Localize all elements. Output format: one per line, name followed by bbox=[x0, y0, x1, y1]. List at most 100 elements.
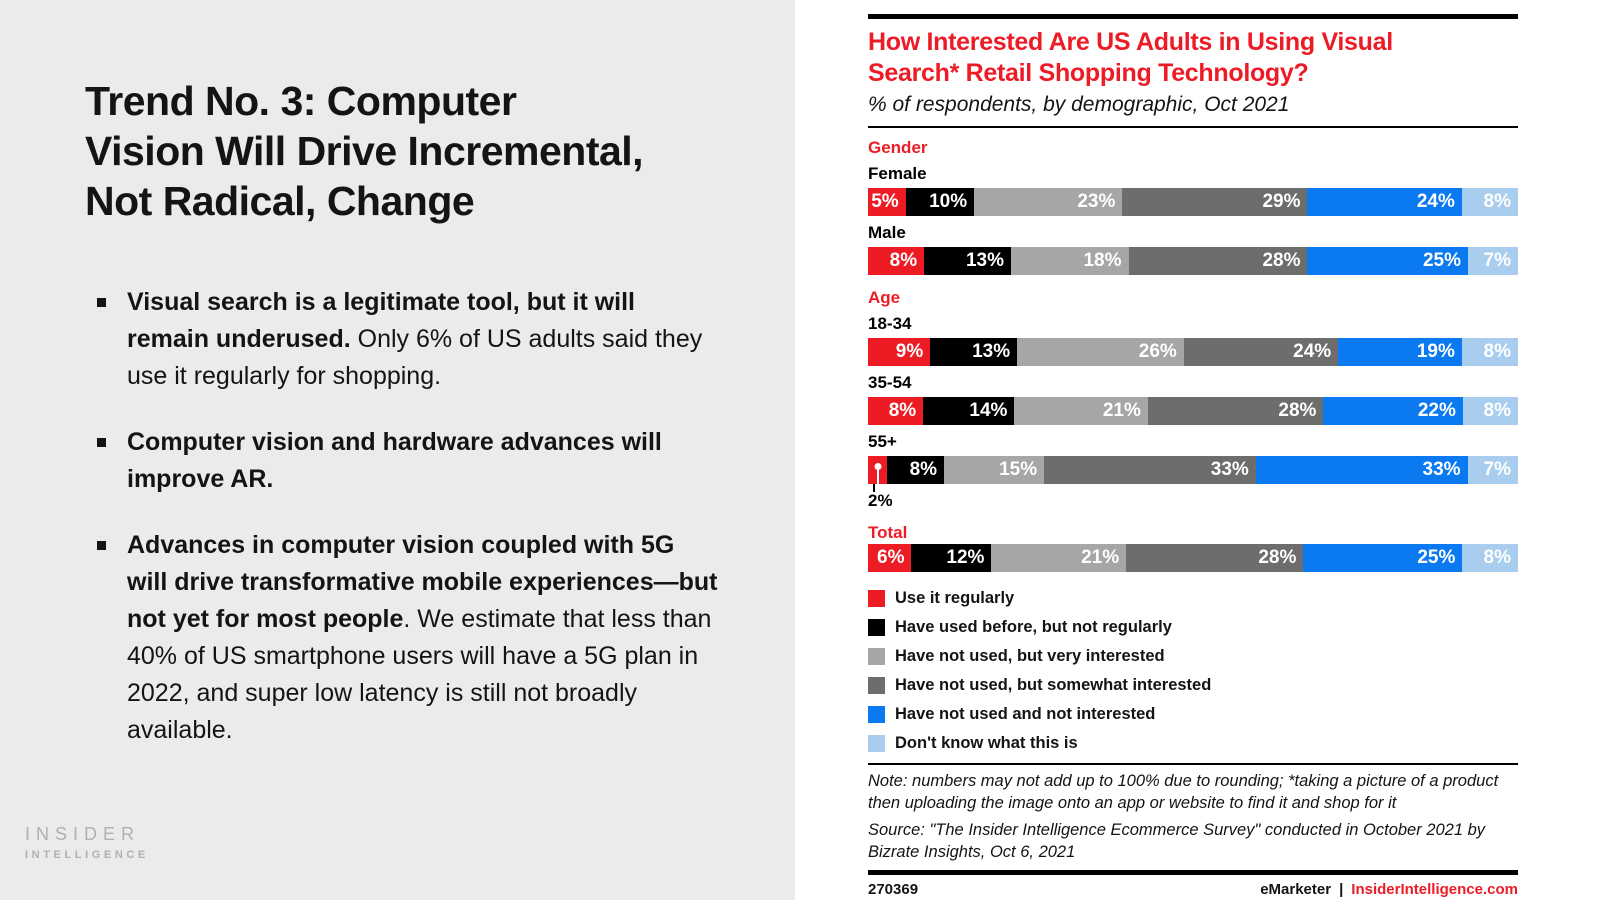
slide-title: Trend No. 3: Computer Vision Will Drive … bbox=[85, 76, 745, 226]
insider-intelligence-link[interactable]: InsiderIntelligence.com bbox=[1351, 881, 1518, 898]
legend-item: Have not used, but very interested bbox=[868, 647, 1518, 666]
note-divider-rule bbox=[868, 763, 1518, 765]
bar-segment: 13% bbox=[930, 338, 1018, 366]
bar-segment: 8% bbox=[1462, 397, 1518, 425]
legend-label: Use it regularly bbox=[895, 589, 1015, 607]
bar-row: Male 8% 13% 18% 28% 25% 7% bbox=[868, 223, 1518, 275]
bullet-item: Visual search is a legitimate tool, but … bbox=[95, 284, 720, 395]
group-label: Gender bbox=[868, 138, 928, 157]
logo-wordmark-bottom: INTELLIGENCE bbox=[25, 849, 149, 861]
bar-callout: 2% bbox=[868, 484, 1518, 510]
bar-segment: 28% bbox=[1147, 397, 1324, 425]
bar-segment: 7% bbox=[1468, 247, 1518, 275]
bar-row: 35-54 8% 14% 21% 28% 22% 8% bbox=[868, 373, 1518, 425]
legend-item: Have used before, but not regularly bbox=[868, 618, 1518, 637]
brand-line: eMarketer | InsiderIntelligence.com bbox=[1260, 881, 1518, 898]
stacked-bar: 6% 12% 21% 28% 25% 8% bbox=[868, 544, 1518, 572]
insider-intelligence-logo: INSIDER INTELLIGENCE bbox=[25, 824, 185, 861]
bullet-bold-text: Computer vision and hardware advances wi… bbox=[127, 428, 662, 493]
bar-segment: 26% bbox=[1017, 338, 1184, 366]
bar-segment: 8% bbox=[1461, 338, 1518, 366]
bar-segment: 10% bbox=[905, 188, 975, 216]
chart-card: How Interested Are US Adults in Using Vi… bbox=[868, 14, 1518, 898]
bar-segment: 8% bbox=[887, 456, 945, 484]
legend-label: Have used before, but not regularly bbox=[895, 618, 1172, 636]
legend-item: Don't know what this is bbox=[868, 734, 1518, 753]
callout-line bbox=[873, 484, 875, 492]
bar-segment: 5% bbox=[868, 188, 906, 216]
bar-row-label: Male bbox=[868, 223, 906, 242]
chart-body: Gender Female 5% 10% 23% 29% 24% 8% Male 8% 13% 18%… bbox=[868, 138, 1518, 572]
brand-separator: | bbox=[1339, 881, 1344, 898]
slide-title-line: Vision Will Drive Incremental, bbox=[85, 128, 644, 174]
bar-segment: 18% bbox=[1010, 247, 1129, 275]
legend-item: Have not used and not interested bbox=[868, 705, 1518, 724]
bullet-square-icon bbox=[97, 298, 106, 307]
bar-segment: 24% bbox=[1307, 188, 1462, 216]
logo-wordmark-top: INSIDER bbox=[25, 824, 141, 844]
bullet-rest-text: Only 6% of US adults said they use it re… bbox=[127, 325, 703, 390]
legend-swatch-icon bbox=[868, 648, 885, 665]
bar-row: 55+ 8% 15% 33% 33% 7% 2% bbox=[868, 432, 1518, 510]
bar-segment: 28% bbox=[1128, 247, 1308, 275]
legend-swatch-icon bbox=[868, 677, 885, 694]
bullet-item: Computer vision and hardware advances wi… bbox=[95, 424, 720, 498]
legend-item: Use it regularly bbox=[868, 589, 1518, 608]
bar-segment: 8% bbox=[868, 397, 924, 425]
slide-title-line: Not Radical, Change bbox=[85, 178, 475, 224]
legend-swatch-icon bbox=[868, 619, 885, 636]
bar-row: 18-34 9% 13% 26% 24% 19% 8% bbox=[868, 314, 1518, 366]
stacked-bar: 9% 13% 26% 24% 19% 8% bbox=[868, 338, 1518, 366]
bar-row-label: 18-34 bbox=[868, 314, 912, 333]
bar-segment: 28% bbox=[1126, 544, 1304, 572]
group-label: Age bbox=[868, 288, 901, 307]
bar-segment: 29% bbox=[1122, 188, 1308, 216]
legend-item: Have not used, but somewhat interested bbox=[868, 676, 1518, 695]
legend-label: Have not used, but somewhat interested bbox=[895, 676, 1212, 694]
bar-row-label: 55+ bbox=[868, 432, 897, 451]
bar-segment bbox=[868, 456, 888, 484]
bar-segment: 25% bbox=[1303, 544, 1463, 572]
callout-pin-stem bbox=[876, 468, 879, 484]
bar-segment: 9% bbox=[868, 338, 931, 366]
callout-pin-icon bbox=[874, 463, 882, 470]
legend-label: Have not used, but very interested bbox=[895, 647, 1165, 665]
bullet-item: Advances in computer vision coupled with… bbox=[95, 527, 720, 749]
slide-text-panel: Trend No. 3: Computer Vision Will Drive … bbox=[0, 0, 795, 900]
bar-segment: 25% bbox=[1307, 247, 1468, 275]
bar-segment: 21% bbox=[1014, 397, 1148, 425]
bullet-bold-text: Advances in computer vision coupled with… bbox=[127, 531, 718, 633]
legend-label: Don't know what this is bbox=[895, 734, 1078, 752]
bar-segment: 12% bbox=[911, 544, 992, 572]
bar-segment: 23% bbox=[974, 188, 1123, 216]
chart-id: 270369 bbox=[868, 881, 919, 898]
bar-row: Female 5% 10% 23% 29% 24% 8% bbox=[868, 164, 1518, 216]
chart-top-rule bbox=[868, 14, 1518, 19]
bar-segment: 14% bbox=[923, 397, 1015, 425]
stacked-bar: 5% 10% 23% 29% 24% 8% bbox=[868, 188, 1518, 216]
bar-row: 6% 12% 21% 28% 25% 8% bbox=[868, 544, 1518, 572]
stacked-bar: 8% 13% 18% 28% 25% 7% bbox=[868, 247, 1518, 275]
bullet-rest-text: . We estimate that less than 40% of US s… bbox=[127, 605, 712, 744]
chart-subtitle: % of respondents, by demographic, Oct 20… bbox=[868, 93, 1518, 128]
chart-footer: 270369 eMarketer | InsiderIntelligence.c… bbox=[868, 881, 1518, 898]
bar-segment: 8% bbox=[868, 247, 925, 275]
chart-source: Source: "The Insider Intelligence Ecomme… bbox=[868, 821, 1486, 861]
bullet-bold-text: Visual search is a legitimate tool, but … bbox=[127, 288, 636, 353]
bar-row-label: 35-54 bbox=[868, 373, 912, 392]
bar-segment: 21% bbox=[991, 544, 1127, 572]
legend-swatch-icon bbox=[868, 735, 885, 752]
group-label: Total bbox=[868, 523, 908, 542]
bar-segment: 15% bbox=[944, 456, 1045, 484]
bar-segment: 33% bbox=[1044, 456, 1256, 484]
bullet-square-icon bbox=[97, 438, 106, 447]
chart-note: Note: numbers may not add up to 100% due… bbox=[868, 772, 1499, 812]
stacked-bar: 8% 14% 21% 28% 22% 8% bbox=[868, 397, 1518, 425]
bar-segment: 7% bbox=[1467, 456, 1518, 484]
bar-segment: 8% bbox=[1461, 188, 1518, 216]
bar-segment: 6% bbox=[868, 544, 912, 572]
bar-segment: 24% bbox=[1183, 338, 1339, 366]
bar-segment: 13% bbox=[924, 247, 1011, 275]
bar-segment: 8% bbox=[1462, 544, 1518, 572]
bar-segment: 22% bbox=[1323, 397, 1463, 425]
